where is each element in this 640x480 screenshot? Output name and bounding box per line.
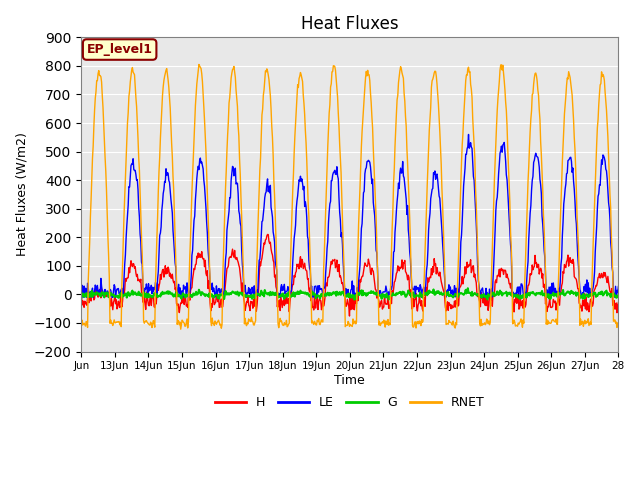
H <box>264 231 271 237</box>
RNET <box>436 145 444 151</box>
RNET <box>287 229 295 235</box>
LE <box>614 284 622 289</box>
H <box>140 288 148 293</box>
G <box>266 292 273 298</box>
H <box>77 290 85 296</box>
RNET <box>268 106 275 112</box>
H <box>239 287 247 292</box>
G <box>239 292 247 298</box>
H <box>346 313 353 319</box>
LE <box>77 289 85 295</box>
LE <box>240 283 248 289</box>
LE <box>406 249 413 255</box>
Text: EP_level1: EP_level1 <box>86 43 153 56</box>
RNET <box>140 320 148 326</box>
G <box>406 290 413 296</box>
G <box>140 290 148 296</box>
H <box>614 300 622 305</box>
Y-axis label: Heat Fluxes (W/m2): Heat Fluxes (W/m2) <box>15 132 28 256</box>
H <box>266 240 274 245</box>
RNET <box>77 324 85 329</box>
LE <box>465 132 472 137</box>
LE <box>436 195 444 201</box>
LE <box>287 288 294 294</box>
G <box>286 294 294 300</box>
RNET <box>406 239 414 244</box>
Title: Heat Fluxes: Heat Fluxes <box>301 15 399 33</box>
LE <box>79 294 87 300</box>
G <box>436 291 444 297</box>
Line: H: H <box>81 234 618 316</box>
H <box>406 289 414 295</box>
H <box>287 293 294 299</box>
X-axis label: Time: Time <box>335 374 365 387</box>
RNET <box>614 322 622 328</box>
H <box>436 274 444 280</box>
G <box>351 297 358 302</box>
Line: LE: LE <box>81 134 618 297</box>
Line: G: G <box>81 288 618 300</box>
Legend: H, LE, G, RNET: H, LE, G, RNET <box>210 391 490 414</box>
RNET <box>177 326 184 332</box>
G <box>614 294 622 300</box>
RNET <box>241 321 248 327</box>
LE <box>141 285 149 291</box>
Line: RNET: RNET <box>81 64 618 329</box>
RNET <box>195 61 203 67</box>
LE <box>266 182 274 188</box>
G <box>77 295 85 301</box>
G <box>464 286 472 291</box>
